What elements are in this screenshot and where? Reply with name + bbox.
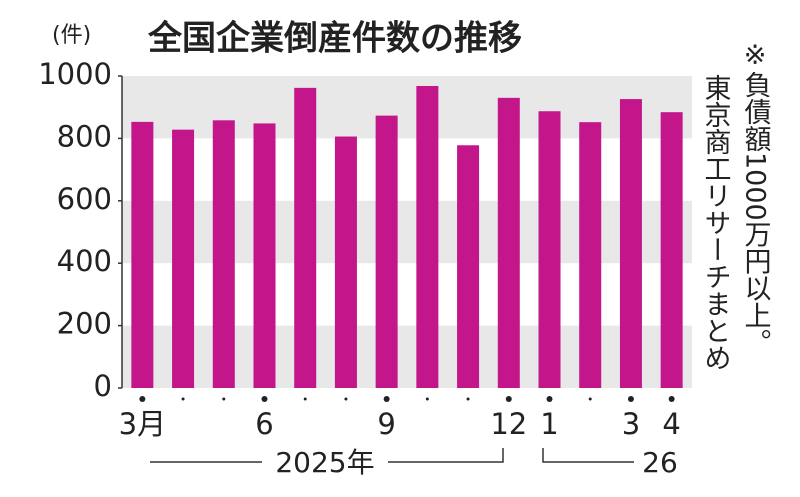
bar: [619, 99, 642, 388]
bar: [253, 123, 276, 388]
category-dot: [303, 397, 307, 401]
year-bracket: [150, 448, 634, 463]
x-tick-label: 4: [662, 407, 680, 441]
x-tick-label: 1: [540, 407, 558, 441]
bar: [294, 87, 317, 388]
bar: [579, 122, 602, 389]
x-tick-label: 9: [377, 407, 395, 441]
y-unit: (件): [52, 23, 91, 48]
category-dot: [425, 397, 429, 401]
x-tick-label: 12: [490, 407, 527, 441]
category-dot: [261, 396, 268, 402]
note: 東京商工リサーチまとめ: [700, 74, 731, 371]
grid-band: [122, 200, 692, 264]
bar: [172, 129, 195, 388]
y-tick-label: 800: [57, 119, 112, 153]
bar: [334, 136, 357, 388]
category-dot: [222, 397, 226, 401]
bar: [131, 121, 154, 388]
y-tick-label: 0: [94, 369, 112, 403]
category-dot: [627, 396, 634, 402]
bar: [416, 85, 439, 388]
grid-band: [122, 76, 692, 139]
bar: [497, 97, 520, 388]
y-tick-label: 600: [57, 182, 112, 216]
bar: [375, 115, 398, 389]
category-dot: [466, 397, 470, 401]
year-label: 2025年: [275, 446, 374, 479]
y-tick-label: 200: [57, 307, 112, 341]
chart-title: 全国企業倒産件数の推移: [147, 19, 522, 59]
y-tick-label: 400: [57, 244, 112, 278]
category-dot: [546, 396, 553, 402]
grid-band: [122, 325, 692, 388]
x-tick-label: 3: [622, 407, 640, 441]
bar: [660, 112, 683, 388]
category-dot: [505, 396, 512, 402]
category-dot: [668, 396, 675, 402]
x-tick-label: 3月: [119, 407, 166, 441]
category-dot: [139, 396, 146, 402]
x-tick-label: 6: [255, 407, 273, 441]
category-dot: [588, 397, 592, 401]
bar: [538, 111, 561, 389]
bar: [212, 120, 235, 388]
category-dot: [383, 396, 390, 402]
bar: [457, 145, 480, 388]
category-dot: [181, 397, 185, 401]
note: ※負債額1000万円以上。: [740, 40, 772, 356]
y-tick-label: 1000: [38, 57, 112, 91]
year-label: 26: [642, 446, 678, 479]
category-dot: [344, 397, 348, 401]
